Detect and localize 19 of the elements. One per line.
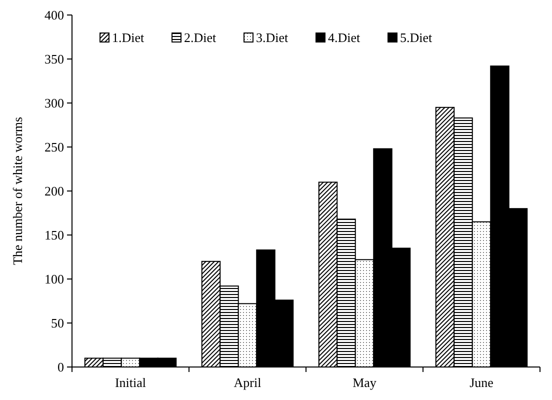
y-axis-title: The number of white worms: [10, 116, 25, 266]
y-tick-label: 400: [44, 8, 64, 23]
y-tick-label: 350: [44, 52, 64, 67]
x-tick-label: Initial: [114, 375, 146, 390]
y-tick-label: 100: [44, 272, 64, 287]
legend-label: 4.Diet: [328, 30, 361, 45]
x-tick-label: June: [470, 375, 494, 390]
legend-label: 3.Diet: [256, 30, 289, 45]
legend-label: 2.Diet: [184, 30, 217, 45]
y-tick-label: 0: [58, 360, 64, 375]
legend-label: 5.Diet: [400, 30, 433, 45]
y-tick-label: 200: [44, 184, 64, 199]
x-tick-label: May: [352, 375, 377, 390]
x-tick-label: April: [234, 375, 262, 390]
legend-label: 1.Diet: [112, 30, 145, 45]
y-tick-label: 50: [51, 316, 64, 331]
y-tick-label: 150: [44, 228, 64, 243]
y-tick-label: 300: [44, 96, 64, 111]
y-tick-label: 250: [44, 140, 64, 155]
